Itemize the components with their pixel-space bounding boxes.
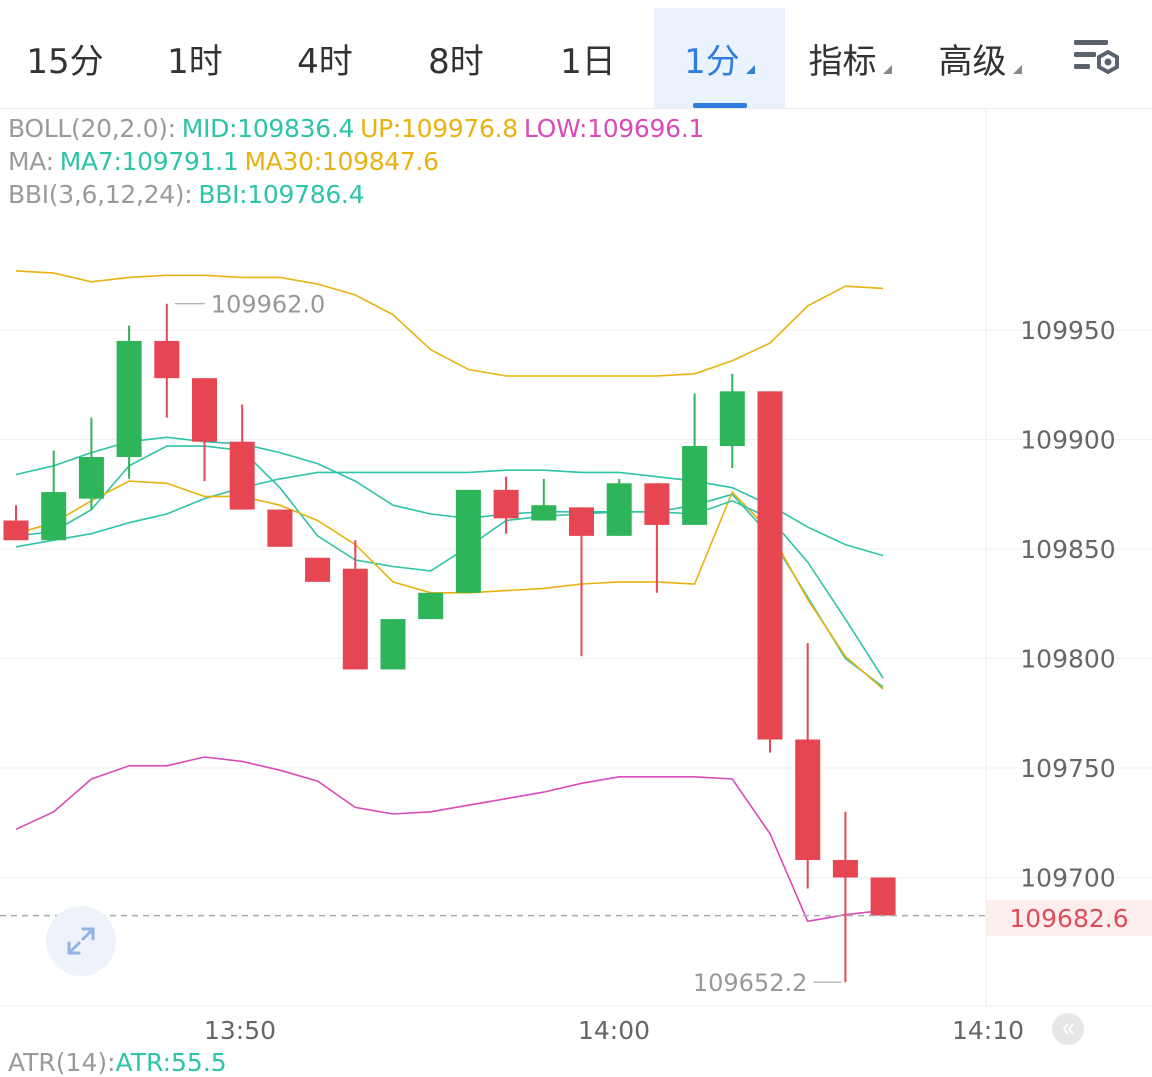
candle-body (569, 507, 594, 536)
candle-body (229, 441, 255, 510)
tab-label: 8时 (428, 41, 484, 82)
series-line-low (15, 756, 884, 923)
tab-label: 1分 (684, 41, 740, 82)
double-chevron-left-icon (1062, 1023, 1074, 1035)
active-tab-indicator (692, 103, 747, 108)
atr-legend: ATR(14):ATR:55.5 (8, 1048, 227, 1077)
chart-settings-icon[interactable] (1070, 36, 1126, 82)
candle-body (493, 489, 519, 519)
expand-icon (67, 927, 95, 955)
candle-body (531, 505, 557, 521)
indicator-lines (15, 270, 884, 923)
series-line-bbi (15, 436, 884, 679)
interval-toolbar: 15分 1时 4时 8时 1日 1分 指标 高级 (0, 0, 1152, 109)
series-line-up (15, 270, 884, 377)
expand-chart-button[interactable] (46, 906, 116, 976)
candle-body (757, 391, 783, 740)
candle-body (267, 509, 293, 547)
y-tick-label: 109800 (1020, 645, 1115, 674)
candlestick-chart[interactable]: 109962.0 109652.2 109950 109900 109850 10980… (0, 108, 1152, 1048)
candles (3, 303, 896, 983)
tab-1d[interactable]: 1日 (522, 8, 654, 108)
candle-body (644, 483, 670, 525)
dropdown-caret-icon (882, 64, 892, 74)
candle-body (719, 391, 745, 447)
collapse-panel-button[interactable] (1052, 1013, 1084, 1045)
x-tick-label: 13:50 (204, 1016, 276, 1045)
candle-body (682, 446, 708, 525)
tab-15m[interactable]: 15分 (0, 8, 130, 108)
tab-label: 1时 (167, 41, 223, 82)
tab-indicators[interactable]: 指标 (785, 8, 915, 108)
bbi-value: BBI:109786.4 (198, 180, 365, 209)
y-tick-label: 109850 (1020, 535, 1115, 564)
y-tick-label: 109750 (1020, 754, 1115, 783)
atr-value: ATR:55.5 (115, 1048, 227, 1077)
boll-up-value: UP:109976.8 (360, 114, 518, 143)
candle-body (116, 340, 142, 458)
candle-body (78, 457, 104, 499)
candle-body (305, 557, 331, 582)
tab-1h[interactable]: 1时 (130, 8, 260, 108)
ma30-value: MA30:109847.6 (244, 147, 439, 176)
candle-body (3, 520, 29, 541)
tab-1m[interactable]: 1分 (654, 8, 785, 108)
candle-body (342, 568, 368, 670)
atr-prefix: ATR(14): (8, 1048, 116, 1077)
x-tick-label: 14:00 (578, 1016, 650, 1045)
max-price-label: 109962.0 (211, 291, 326, 319)
min-price-label: 109652.2 (693, 969, 808, 997)
y-tick-label: 109900 (1020, 426, 1115, 455)
tab-label: 15分 (26, 41, 104, 82)
tab-4h[interactable]: 4时 (260, 8, 390, 108)
candle-body (418, 592, 444, 620)
y-tick-label: 109700 (1020, 864, 1115, 893)
current-price-label: 109682.6 (986, 900, 1152, 936)
tab-label: 高级 (938, 41, 1007, 82)
y-tick-label: 109950 (1020, 316, 1115, 345)
chart-grid (0, 108, 1152, 1007)
candle-body (192, 378, 217, 442)
tab-label: 1日 (560, 41, 616, 82)
boll-legend: BOLL(20,2.0): MID:109836.4 UP:109976.8 LOW:… (8, 114, 710, 143)
candle-body (154, 340, 180, 379)
candle-body (41, 492, 67, 541)
dropdown-caret-icon (1012, 64, 1022, 74)
candle-body (606, 483, 632, 536)
ma7-value: MA7:109791.1 (59, 147, 239, 176)
tab-label: 4时 (297, 41, 353, 82)
series-line-ma30 (15, 480, 884, 690)
dropdown-caret-icon (745, 64, 755, 74)
boll-mid-value: MID:109836.4 (181, 114, 355, 143)
ma-prefix: MA: (8, 147, 54, 176)
chart-annotations: 109962.0 109652.2 (0, 291, 986, 997)
candle-body (832, 859, 858, 878)
series-line-ma7 (15, 445, 884, 688)
candle-body (380, 619, 406, 670)
candle-body (795, 739, 821, 860)
tab-label: 指标 (808, 41, 877, 82)
tab-advanced[interactable]: 高级 (915, 8, 1045, 108)
candle-body (870, 877, 896, 916)
y-axis: 109950 109900 109850 109800 109750 109700 (1020, 316, 1115, 893)
bbi-legend: BBI(3,6,12,24): BBI:109786.4 (8, 180, 370, 209)
tab-8h[interactable]: 8时 (390, 8, 522, 108)
boll-prefix: BOLL(20,2.0): (8, 114, 176, 143)
x-tick-label: 14:10 (952, 1016, 1024, 1045)
candle-body (455, 489, 481, 593)
bbi-prefix: BBI(3,6,12,24): (8, 180, 193, 209)
boll-low-value: LOW:109696.1 (523, 114, 704, 143)
series-line-mid (15, 469, 884, 557)
x-axis: 13:50 14:00 14:10 (204, 1016, 1024, 1045)
ma-legend: MA: MA7:109791.1 MA30:109847.6 (8, 147, 445, 176)
